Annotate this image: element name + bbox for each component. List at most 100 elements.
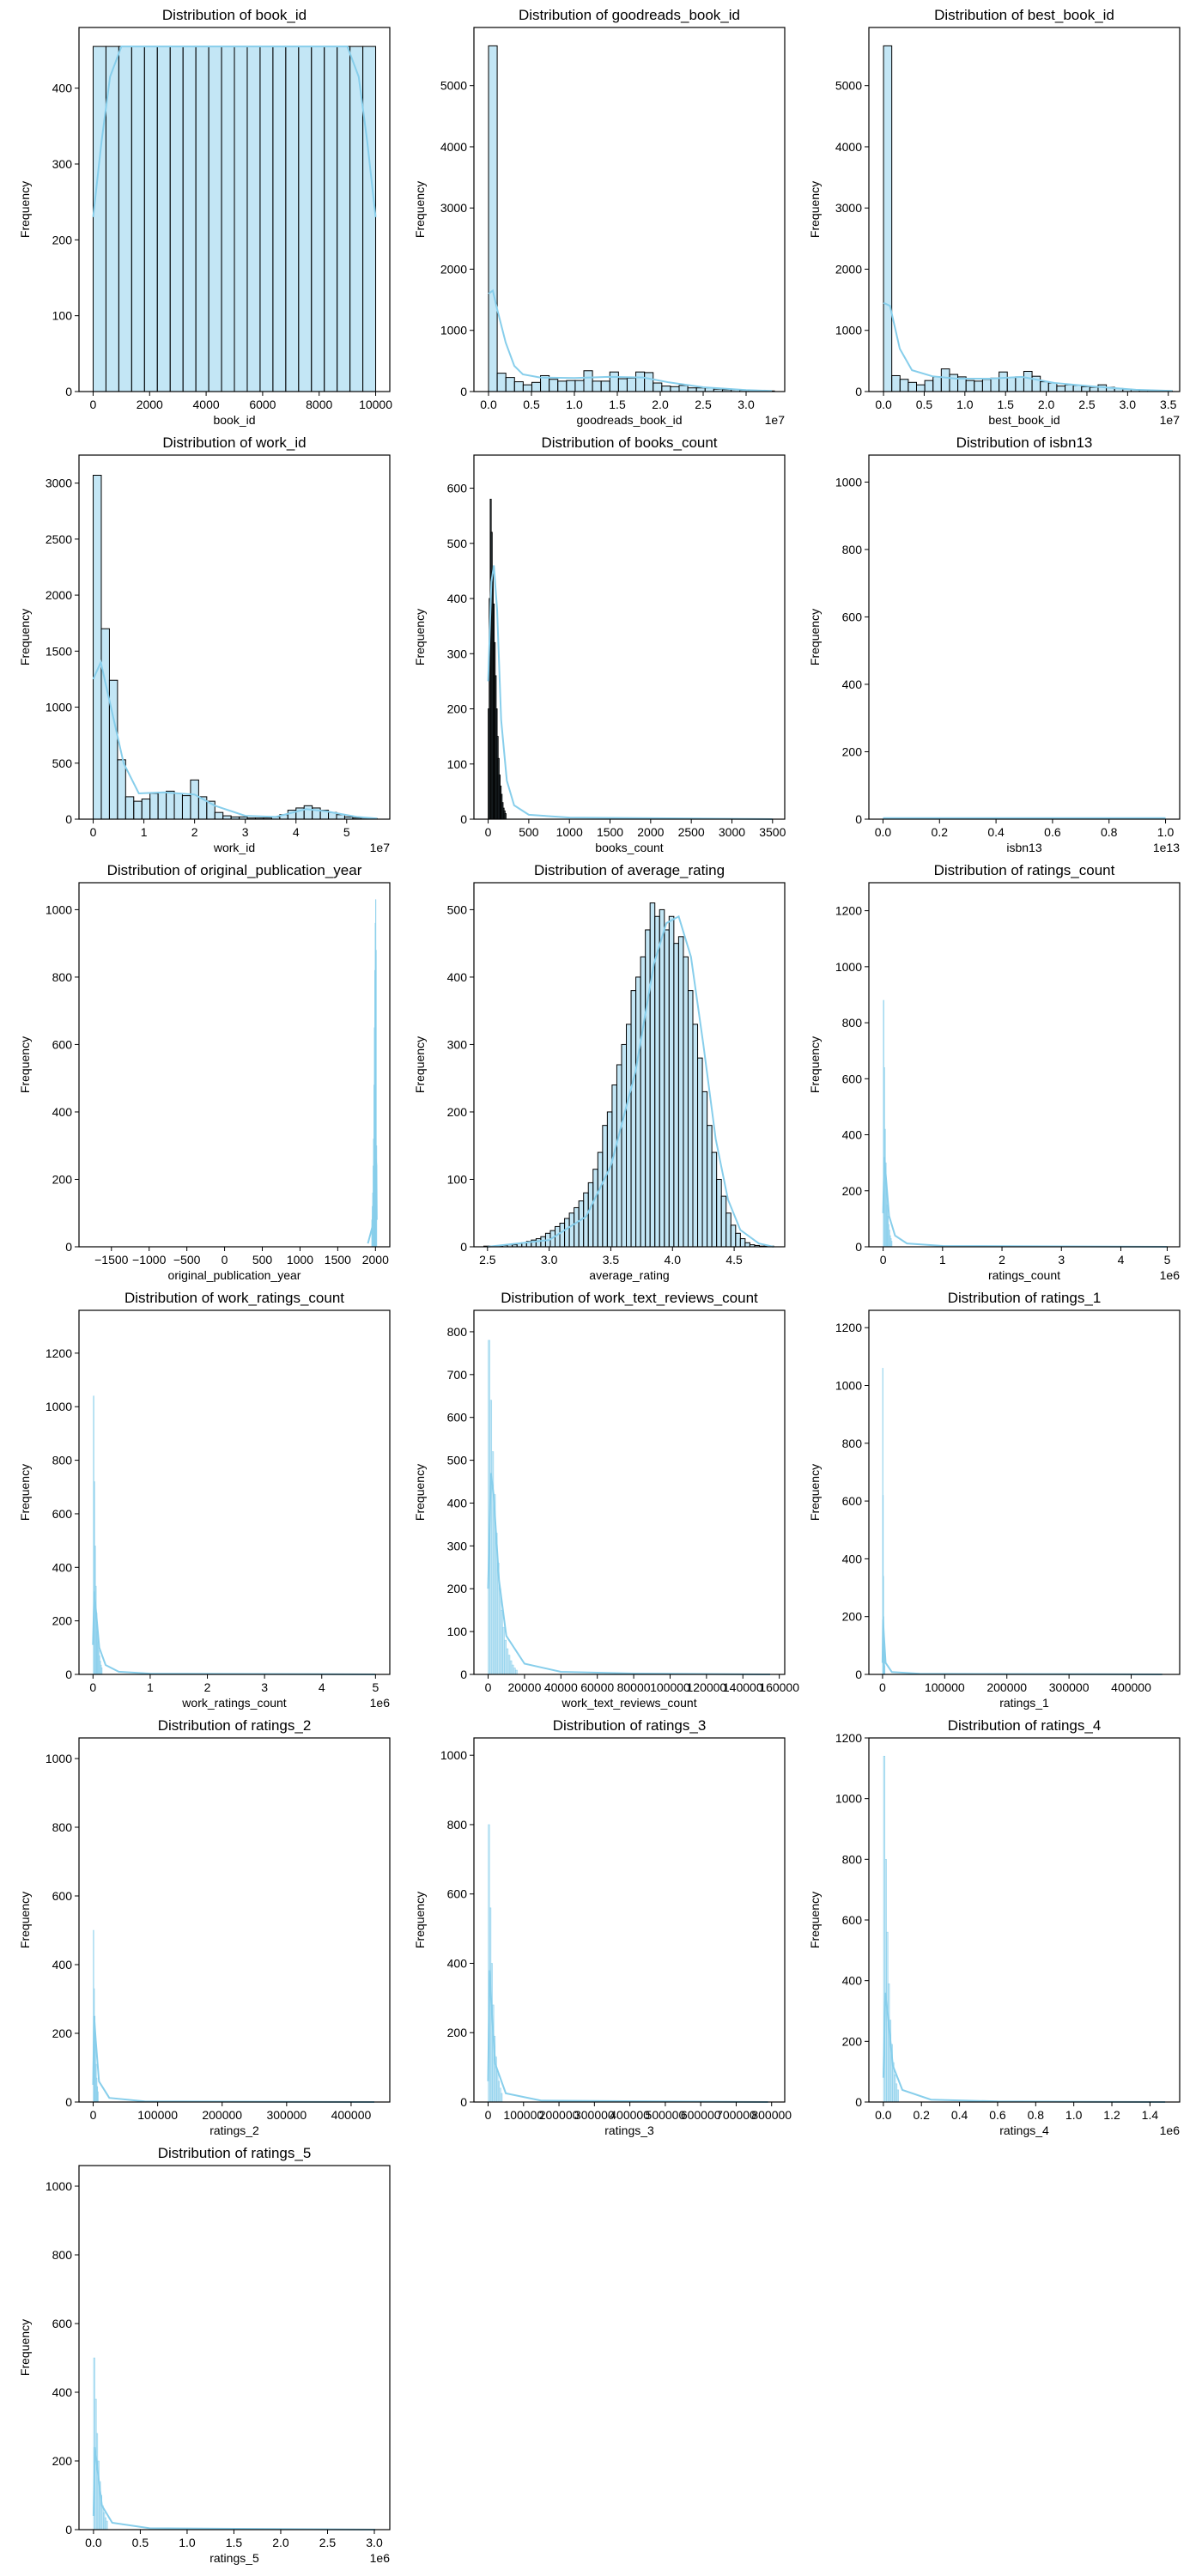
x-tick-label: 300000 — [1049, 1680, 1090, 1694]
histogram-bar — [661, 386, 671, 392]
x-tick-label: 1500 — [597, 825, 623, 839]
histogram-bar — [166, 790, 175, 820]
chart-title: Distribution of ratings_1 — [948, 1290, 1102, 1306]
x-axis-label: work_ratings_count — [181, 1696, 287, 1710]
histogram-bar — [362, 46, 377, 392]
histogram-bar — [515, 1669, 518, 1675]
subplot-6: Distribution of isbn13 0.0 0.2 0.4 0.6 0.8 1.0… — [808, 434, 1181, 854]
x-axis-label: goodreads_book_id — [577, 413, 683, 427]
axes-frame — [868, 1309, 1181, 1675]
histogram-bar — [932, 376, 942, 392]
x-tick-label: 3.5 — [1160, 398, 1177, 411]
y-tick-label: 1000 — [46, 902, 72, 916]
x-tick-label: −1500 — [94, 1253, 129, 1267]
y-tick-label: 200 — [52, 1614, 73, 1628]
histogram-bar — [999, 371, 1008, 392]
y-tick-label: 2000 — [46, 588, 72, 602]
subplot-15: Distribution of ratings_4 0.0 0.2 0.4 0.6 0.8… — [808, 1717, 1181, 2137]
histogram-bar — [100, 1667, 103, 1675]
x-tick-label: 1.0 — [179, 2536, 196, 2549]
histogram-bar — [549, 379, 559, 392]
histogram-bar — [990, 377, 1000, 392]
histogram-bar — [965, 380, 975, 392]
y-tick-label: 300 — [52, 157, 73, 171]
x-tick-label: 100000 — [137, 2108, 178, 2122]
subplot-4: Distribution of work_id 0 1 2 3 4 5 0 500 1000 150… — [18, 434, 391, 854]
x-tick-label: 2.5 — [319, 2536, 337, 2549]
histogram-bar — [1040, 381, 1049, 392]
axes-frame — [473, 27, 786, 392]
histogram-bar — [234, 46, 248, 392]
x-tick-label: 2000 — [362, 1253, 389, 1267]
x-tick-label: 0.0 — [875, 825, 892, 839]
y-axis-label: Frequency — [808, 1036, 822, 1093]
subplot-13: Distribution of ratings_2 0 100000 200000 30… — [18, 1717, 391, 2137]
histogram-bar — [645, 929, 651, 1248]
x-axis-label: work_id — [213, 841, 255, 854]
y-axis-label: Frequency — [413, 1892, 427, 1948]
x-tick-label: 0.5 — [916, 398, 933, 411]
histogram-bar — [574, 1206, 580, 1248]
histogram-bar — [93, 474, 102, 820]
histogram-bar — [143, 46, 158, 392]
chart-title: Distribution of work_ratings_count — [124, 1290, 344, 1306]
histogram-bar — [499, 1588, 501, 1675]
y-tick-label: 1000 — [835, 1792, 862, 1806]
histogram-bar — [507, 1655, 511, 1675]
y-tick-label: 1000 — [835, 960, 862, 974]
histogram-bar — [735, 1232, 741, 1248]
y-tick-label: 0 — [65, 1240, 72, 1254]
histogram-bar — [97, 2091, 99, 2103]
y-tick-label: 800 — [842, 1852, 863, 1866]
x-tick-label: 20000 — [507, 1680, 541, 1694]
histogram-bar — [602, 1125, 608, 1248]
x-tick-label: 60000 — [580, 1680, 614, 1694]
histogram-bar — [489, 1400, 493, 1675]
y-tick-label: 1000 — [46, 2179, 72, 2193]
x-tick-label: 200000 — [986, 1680, 1027, 1694]
histogram-bar — [506, 1648, 509, 1675]
x-tick-label: 1 — [939, 1253, 946, 1267]
subplot-3: Distribution of best_book_id 0.0 0.5 1.0 1.5… — [808, 7, 1181, 427]
chart-title: Distribution of original_publication_yea… — [107, 862, 362, 878]
subplot-7: Distribution of original_publication_yea… — [18, 862, 391, 1282]
axes-frame — [868, 882, 1181, 1248]
histogram-bar — [697, 1057, 703, 1248]
histogram-bar — [720, 1195, 727, 1248]
x-tick-label: 0.0 — [875, 2108, 892, 2122]
histogram-bar — [118, 46, 132, 392]
histogram-bar — [744, 1242, 750, 1248]
y-tick-label: 500 — [447, 1454, 468, 1467]
histogram-bar — [695, 387, 706, 392]
histogram-bar — [707, 1125, 713, 1248]
x-tick-label: 800000 — [751, 2108, 792, 2122]
y-tick-label: 1200 — [835, 904, 862, 918]
x-tick-label: 3 — [1058, 1253, 1065, 1267]
x-axis-offset-label: 1e6 — [370, 1696, 391, 1710]
histogram-bar — [502, 1626, 505, 1675]
x-tick-label: 4.0 — [665, 1253, 682, 1267]
x-tick-label: 0.6 — [989, 2108, 1006, 2122]
x-tick-label: 3.5 — [603, 1253, 620, 1267]
axes-frame — [868, 454, 1181, 820]
y-tick-label: 300 — [447, 1539, 468, 1552]
x-tick-label: 1.2 — [1103, 2108, 1120, 2122]
histogram-bar — [587, 1182, 594, 1248]
y-tick-label: 200 — [842, 2034, 863, 2048]
histogram-bar — [488, 45, 498, 392]
x-tick-label: 3000 — [719, 825, 745, 839]
histogram-bar — [535, 1238, 542, 1248]
x-axis-offset-label: 1e13 — [1153, 841, 1180, 854]
histogram-bar — [597, 1151, 604, 1248]
kde-curve — [367, 1158, 378, 1244]
histogram-bar — [336, 814, 345, 820]
x-axis-label: ratings_3 — [604, 2123, 654, 2137]
y-axis-label: Frequency — [18, 2319, 32, 2376]
x-tick-label: 0.4 — [987, 825, 1005, 839]
x-tick-label: 2500 — [678, 825, 705, 839]
histogram-bar — [611, 1084, 617, 1248]
y-tick-label: 400 — [842, 1552, 863, 1565]
y-tick-label: 0 — [855, 1668, 862, 1681]
x-tick-label: 4.5 — [725, 1253, 743, 1267]
y-tick-label: 800 — [447, 1325, 468, 1339]
